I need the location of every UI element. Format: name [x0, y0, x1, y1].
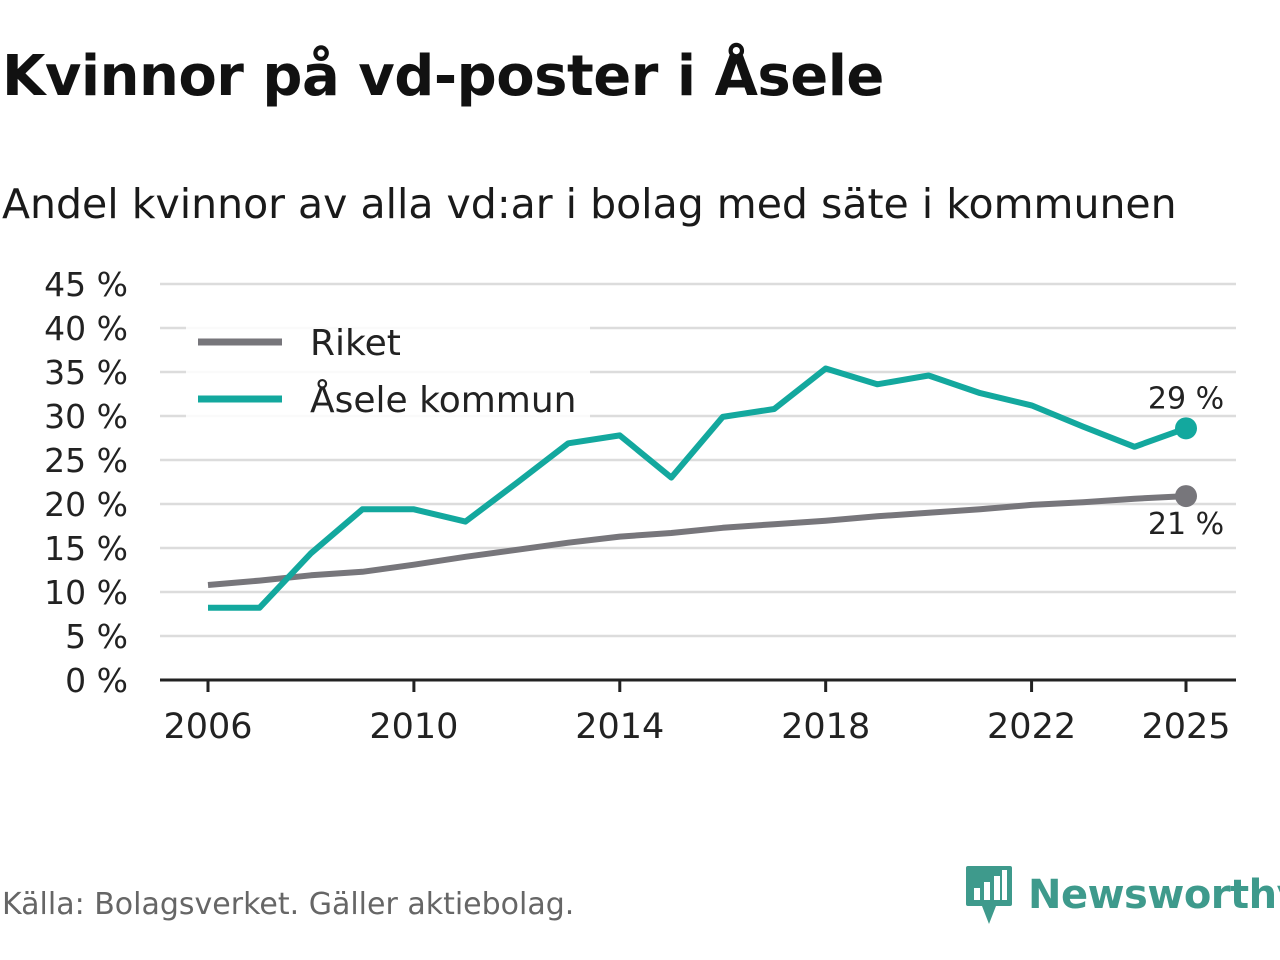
series-lines: 21 % 29 %: [207, 365, 1224, 611]
x-tick-label: 2022: [987, 707, 1076, 747]
y-tick-label: 30 %: [44, 397, 128, 436]
series-endpoint-riket: [1175, 485, 1197, 508]
y-tick-label: 15 %: [44, 529, 128, 568]
x-tick-label: 2025: [1141, 707, 1230, 747]
x-tick-label: 2006: [163, 707, 252, 747]
x-tick-label: 2010: [369, 707, 458, 747]
chart-title: Kvinnor på vd-poster i Åsele: [2, 44, 884, 109]
axes: 0 % 5 % 10 % 15 % 20 % 25 % 30 % 35 % 40 % 45 % 20…: [44, 265, 1236, 747]
y-tick-label: 45 %: [44, 265, 128, 304]
y-tick-label: 5 %: [65, 617, 128, 656]
series-line-riket: [207, 493, 1187, 588]
legend-label-riket: Riket: [310, 323, 401, 364]
y-tick-label: 10 %: [44, 573, 128, 612]
y-tick-label: 40 %: [44, 309, 128, 348]
series-line-asele: [208, 365, 1188, 611]
legend-label-asele: Åsele kommun: [310, 378, 576, 421]
chart-subtitle: Andel kvinnor av alla vd:ar i bolag med …: [2, 180, 1177, 228]
line-chart: 0 % 5 % 10 % 15 % 20 % 25 % 30 % 35 % 40 % 45 % 20…: [44, 265, 1236, 747]
source-note: Källa: Bolagsverket. Gäller aktiebolag.: [2, 887, 575, 922]
legend: Riket Åsele kommun: [186, 323, 590, 422]
newsworthy-logo-icon: [966, 866, 1012, 924]
newsworthy-logo: Newsworthy: [964, 864, 1280, 926]
y-tick-label: 20 %: [44, 485, 128, 524]
y-tick-label: 0 %: [65, 661, 128, 700]
series-endpoint-asele: [1175, 417, 1197, 440]
y-tick-label: 35 %: [44, 353, 128, 392]
x-tick-label: 2014: [575, 707, 664, 747]
y-tick-label: 25 %: [44, 441, 128, 480]
x-tick-label: 2018: [781, 707, 870, 747]
brand-name: Newsworthy: [1028, 872, 1280, 918]
series-end-label-riket: 21 %: [1148, 507, 1224, 542]
series-end-label-asele: 29 %: [1148, 381, 1224, 416]
